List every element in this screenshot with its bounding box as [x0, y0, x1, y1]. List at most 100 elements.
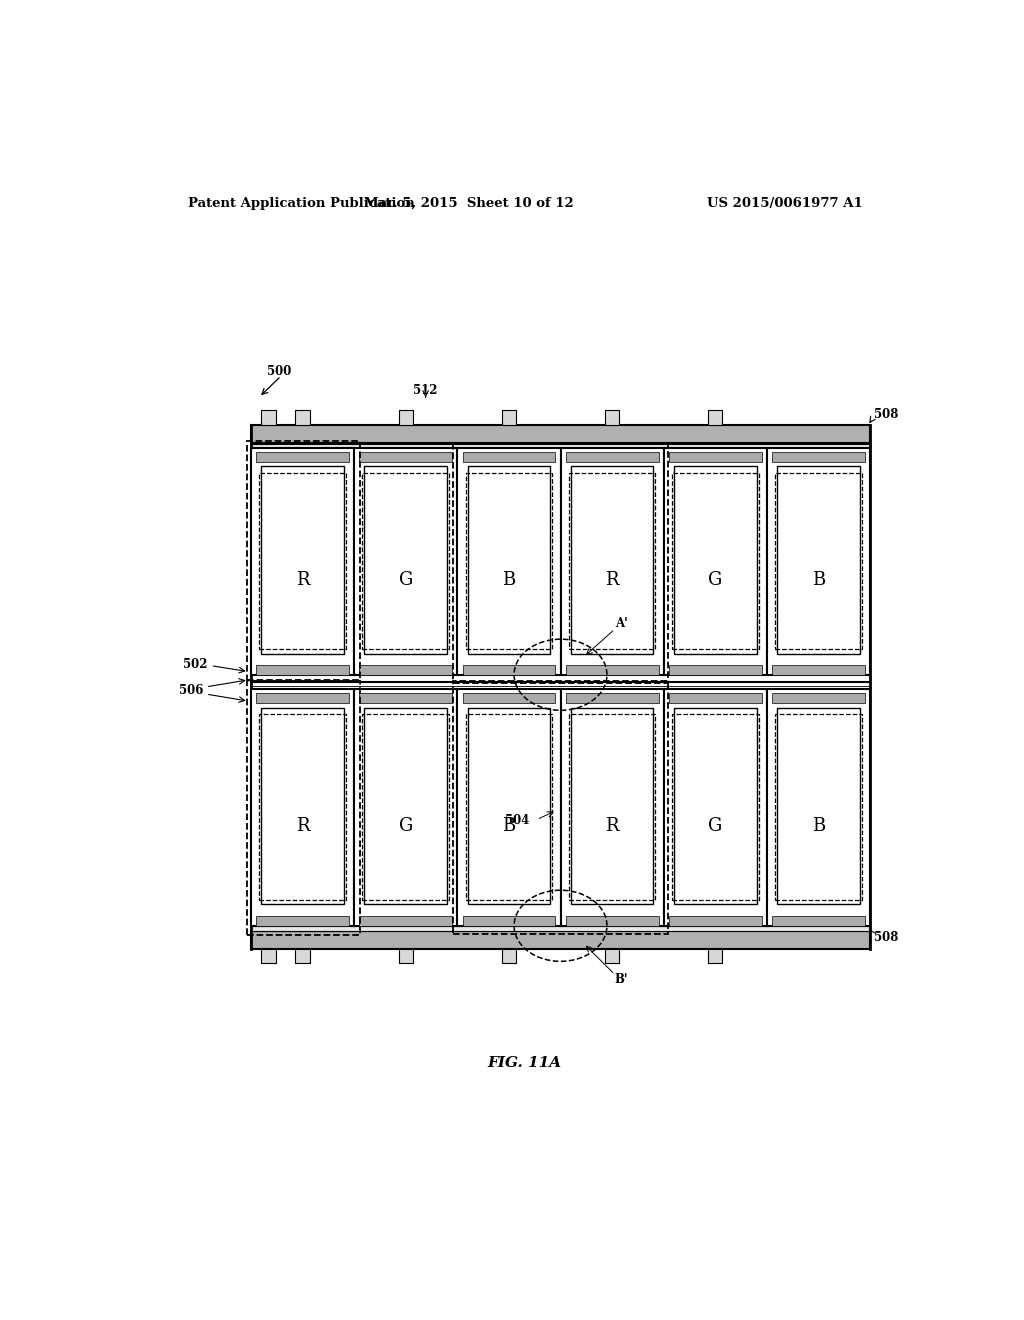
Bar [502, 949, 516, 964]
Text: B: B [812, 570, 825, 589]
Bar [365, 708, 447, 904]
Bar [568, 714, 655, 900]
Bar [362, 714, 450, 900]
Text: G: G [709, 570, 722, 589]
Bar [775, 714, 862, 900]
Bar [560, 447, 664, 675]
Text: 500: 500 [267, 366, 291, 379]
Bar [354, 689, 458, 925]
Text: G: G [709, 817, 722, 836]
Bar [466, 714, 552, 900]
Bar [664, 689, 767, 925]
Text: R: R [605, 570, 618, 589]
Bar [674, 708, 757, 904]
Bar [772, 693, 865, 704]
Bar [468, 466, 550, 655]
Bar [261, 708, 344, 904]
Bar [777, 466, 860, 655]
Bar [359, 916, 453, 925]
Text: US 2015/0061977 A1: US 2015/0061977 A1 [708, 197, 863, 210]
Bar [772, 916, 865, 925]
Bar [570, 466, 653, 655]
Bar [362, 474, 450, 649]
Bar [261, 411, 275, 425]
Bar [256, 693, 349, 704]
Text: FIG. 11A: FIG. 11A [487, 1056, 562, 1071]
Bar [570, 708, 653, 904]
Bar [261, 466, 344, 655]
Bar [767, 689, 870, 925]
Text: B: B [812, 817, 825, 836]
Bar [251, 444, 870, 449]
Bar [664, 447, 767, 675]
Bar [256, 453, 349, 462]
Bar [463, 665, 555, 675]
Text: B': B' [614, 973, 629, 986]
Bar [247, 681, 359, 935]
Bar [669, 665, 762, 675]
Bar [296, 411, 309, 425]
Bar [468, 708, 550, 904]
Bar [565, 665, 658, 675]
Bar [669, 693, 762, 704]
Bar [560, 689, 664, 925]
Bar [605, 411, 620, 425]
Bar [256, 665, 349, 675]
Bar [359, 693, 453, 704]
Text: G: G [398, 817, 413, 836]
Text: G: G [398, 570, 413, 589]
Bar [669, 916, 762, 925]
Text: A': A' [614, 618, 628, 631]
Bar [565, 453, 658, 462]
Bar [669, 453, 762, 462]
Bar [251, 425, 870, 444]
Bar [502, 411, 516, 425]
Bar [463, 453, 555, 462]
Bar [259, 474, 346, 649]
Bar [261, 949, 275, 964]
Text: Patent Application Publication: Patent Application Publication [187, 197, 415, 210]
Text: 504: 504 [505, 814, 529, 828]
Bar [259, 714, 346, 900]
Bar [767, 447, 870, 675]
Text: 512: 512 [414, 384, 438, 396]
Text: R: R [605, 817, 618, 836]
Text: R: R [296, 570, 309, 589]
Bar [672, 474, 759, 649]
Bar [251, 689, 354, 925]
Text: 502: 502 [183, 659, 207, 671]
Bar [354, 447, 458, 675]
Bar [458, 689, 560, 925]
Bar [251, 931, 870, 949]
Bar [454, 681, 668, 935]
Bar [458, 447, 560, 675]
Bar [398, 949, 413, 964]
Bar [251, 447, 354, 675]
Bar [565, 916, 658, 925]
Text: 508: 508 [873, 932, 898, 945]
Bar [463, 693, 555, 704]
Bar [772, 453, 865, 462]
Bar [359, 665, 453, 675]
Bar [772, 665, 865, 675]
Bar [247, 441, 359, 680]
Bar [605, 949, 620, 964]
Bar [672, 714, 759, 900]
Text: B: B [503, 570, 515, 589]
Bar [568, 474, 655, 649]
Bar [709, 949, 722, 964]
Bar [777, 708, 860, 904]
Text: Mar. 5, 2015  Sheet 10 of 12: Mar. 5, 2015 Sheet 10 of 12 [365, 197, 574, 210]
Text: B: B [503, 817, 515, 836]
Bar [674, 466, 757, 655]
Text: 508: 508 [873, 408, 898, 421]
Bar [775, 474, 862, 649]
Bar [365, 466, 447, 655]
Bar [565, 693, 658, 704]
Bar [709, 411, 722, 425]
Bar [463, 916, 555, 925]
Bar [296, 949, 309, 964]
Bar [466, 474, 552, 649]
Bar [398, 411, 413, 425]
Bar [251, 925, 870, 931]
